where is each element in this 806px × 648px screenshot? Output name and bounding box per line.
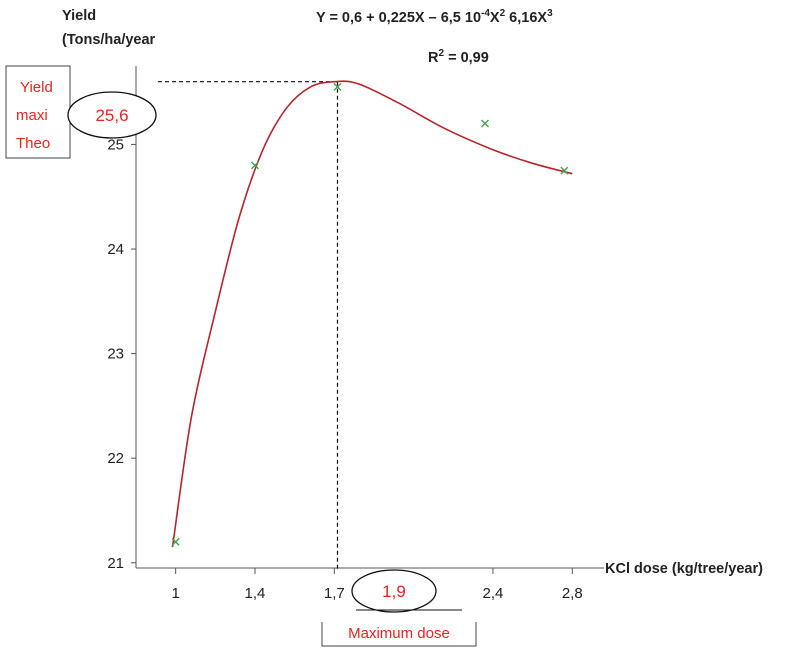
data-point: [481, 119, 490, 128]
x-tick-label: 2,4: [483, 585, 504, 602]
y-tick-label: 21: [107, 555, 124, 572]
data-point: [560, 166, 569, 175]
yield-max-ellipse: [67, 91, 157, 139]
x-tick-label: 1,7: [324, 585, 345, 602]
x-tick-label: 1,4: [245, 585, 266, 602]
yield-max-label-line1: Yield: [20, 79, 53, 96]
y-tick-group: 21 22 23 24 25: [107, 136, 136, 572]
y-axis-title-line2: (Tons/ha/year: [62, 32, 156, 48]
y-tick-label: 23: [107, 346, 124, 363]
data-point: [171, 537, 180, 546]
data-point: [333, 82, 342, 91]
data-points: [171, 82, 569, 546]
y-tick-label: 25: [107, 136, 124, 153]
max-dose-value: 1,9: [382, 582, 406, 601]
yield-max-label-line3: Theo: [16, 135, 50, 152]
yield-max-value: 25,6: [95, 106, 128, 125]
r-squared: R2 = 0,99: [428, 48, 489, 66]
data-point: [250, 161, 259, 170]
y-tick-label: 22: [107, 450, 124, 467]
y-axis-title-line1: Yield: [62, 8, 96, 24]
yield-max-label-line2: maxi: [16, 107, 48, 124]
x-tick-group: 1 1,4 1,7 2,4 2,8: [171, 568, 583, 602]
y-tick-label: 24: [107, 241, 124, 258]
x-axis-title: KCl dose (kg/tree/year): [605, 561, 763, 577]
x-tick-label: 2,8: [562, 585, 583, 602]
max-dose-label: Maximum dose: [348, 625, 450, 642]
max-dose-ellipse: [351, 569, 437, 613]
fitted-curve: [171, 80, 573, 548]
max-dose-box: [321, 622, 477, 647]
x-tick-label: 1: [171, 585, 179, 602]
regression-equation: Y = 0,6 + 0,225X – 6,5 10-4X2 6,16X3: [316, 8, 553, 26]
